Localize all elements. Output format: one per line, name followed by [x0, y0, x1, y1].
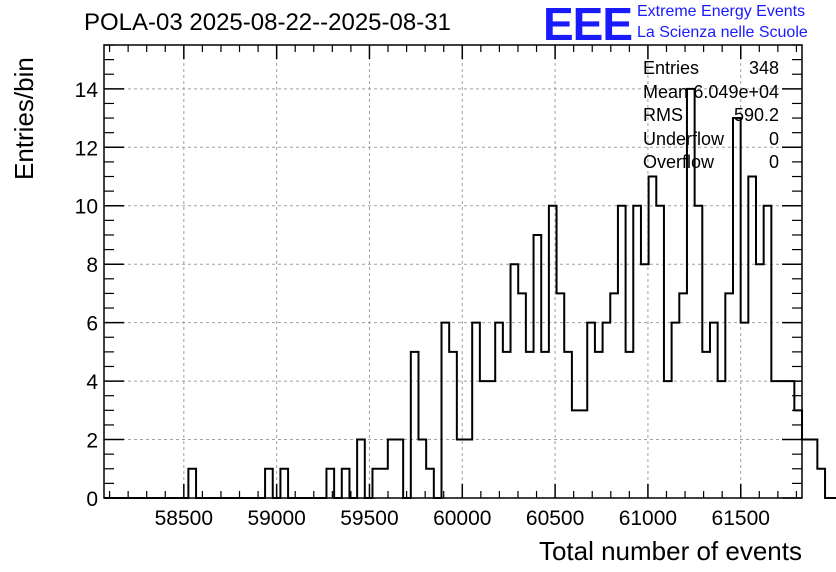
- stat-row-underflow: Underflow 0: [641, 129, 779, 153]
- grid-lines: [104, 45, 802, 498]
- logo-line-1: Extreme Energy Events: [637, 3, 806, 20]
- y-tick-label: 2: [86, 430, 98, 453]
- x-tick-label: 58500: [155, 507, 213, 530]
- stat-row-rms: RMS 590.2: [641, 105, 779, 129]
- x-tick-label: 59500: [340, 507, 398, 530]
- x-tick-label: 60000: [433, 507, 491, 530]
- stat-value: 348: [748, 58, 779, 78]
- logo-line-2: La Scienza nelle Scuole: [637, 24, 808, 41]
- y-axis-label: Entries/bin: [9, 57, 39, 180]
- stats-box: Entries 348 Mean 6.049e+04 RMS 590.2 Und…: [641, 58, 779, 176]
- eee-logo: EEE: [543, 0, 633, 50]
- x-tick-label: 61500: [712, 507, 770, 530]
- stat-row-mean: Mean 6.049e+04: [641, 82, 779, 106]
- x-tick-label: 60500: [526, 507, 584, 530]
- stat-value: 590.2: [733, 105, 779, 125]
- stat-key: RMS: [643, 105, 683, 125]
- stat-row-overflow: Overflow 0: [641, 152, 779, 176]
- chart-title: POLA-03 2025-08-22--2025-08-31: [84, 9, 451, 36]
- stat-value: 0: [768, 128, 779, 149]
- y-tick-label: 12: [75, 137, 98, 160]
- y-tick-label: 10: [75, 196, 98, 219]
- plot-frame: [103, 44, 803, 499]
- tick-labels: 58500 59000 59500 60000 60500 61000 61500 0 2 4 6 8…: [75, 79, 770, 530]
- stat-key: Entries: [643, 58, 700, 78]
- y-tick-label: 14: [75, 79, 99, 102]
- stat-key: Mean: [643, 81, 689, 102]
- histogram-step-line: [104, 87, 836, 499]
- stat-value: 0: [768, 152, 779, 172]
- y-tick-label: 6: [86, 313, 98, 336]
- stat-row-entries: Entries 348: [641, 58, 779, 82]
- x-tick-label: 59000: [247, 507, 305, 530]
- y-tick-label: 4: [86, 371, 98, 394]
- stat-key: Overflow: [643, 152, 715, 172]
- axis-ticks: [104, 44, 802, 499]
- y-tick-label: 0: [86, 488, 98, 511]
- y-tick-label: 8: [86, 254, 98, 277]
- stat-value: 6.049e+04: [693, 81, 779, 102]
- stat-key: Underflow: [643, 128, 725, 149]
- x-tick-label: 61000: [619, 507, 677, 530]
- x-axis-label: Total number of events: [538, 536, 802, 566]
